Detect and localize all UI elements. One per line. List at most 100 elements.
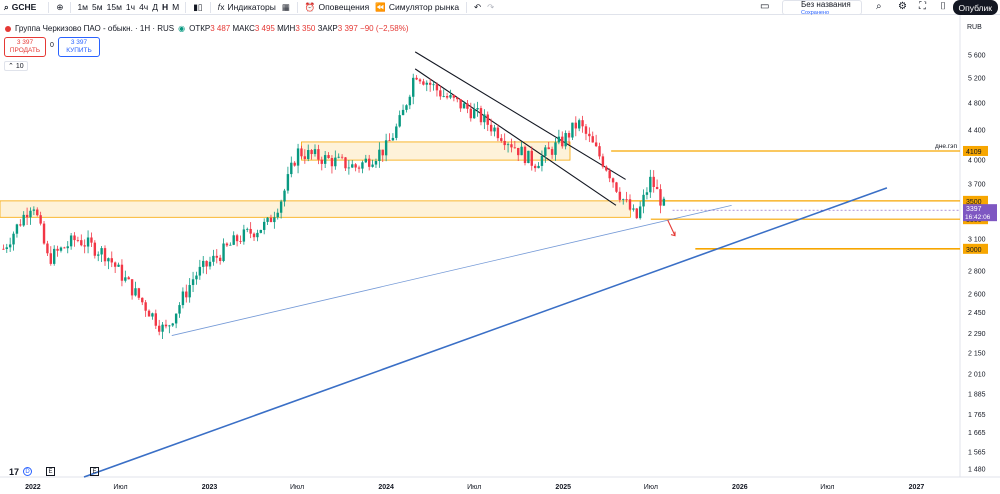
candle-body: [584, 126, 588, 134]
interval-0[interactable]: 1м: [77, 2, 89, 12]
alerts-button[interactable]: ⏰ Оповещения: [304, 1, 370, 13]
arrow-head: [670, 231, 676, 237]
x-tick-label: Июл: [290, 484, 304, 491]
interval-1[interactable]: 5м: [92, 2, 103, 12]
symbol-search[interactable]: ⌕ GCHE: [4, 2, 36, 13]
level-tag-label: 3500: [966, 199, 982, 206]
open-label: ОТКР: [189, 24, 211, 33]
dividends-d-icon[interactable]: D: [23, 467, 32, 476]
candle-body: [445, 96, 449, 98]
templates-grid-icon[interactable]: ▦: [281, 1, 290, 12]
candle-body: [127, 277, 130, 280]
candle-body: [147, 310, 151, 317]
interval-6[interactable]: Н: [162, 2, 169, 12]
candle-body: [428, 82, 432, 85]
candle-body: [493, 127, 496, 132]
interval-5[interactable]: Д: [152, 2, 158, 12]
candle-body: [591, 136, 594, 143]
candle-body: [29, 210, 32, 218]
x-tick-label: 2024: [378, 484, 394, 491]
buy-button[interactable]: 3 397 КУПИТЬ: [58, 37, 100, 57]
candle-body: [39, 215, 42, 224]
volume-toggle[interactable]: ⌃ 10: [4, 61, 28, 71]
fullscreen-icon[interactable]: ⛶: [919, 1, 926, 12]
open-value: 3 487: [210, 24, 231, 33]
layout-icon[interactable]: ▭: [760, 1, 770, 12]
candle-body: [198, 266, 202, 276]
candle-body: [405, 105, 408, 110]
undo-icon[interactable]: ↶: [474, 1, 482, 12]
candle-body: [107, 258, 110, 262]
replay-button[interactable]: ⏪ Симулятор рынка: [375, 1, 460, 13]
candle-body: [398, 115, 401, 127]
interval-7[interactable]: М: [172, 2, 180, 12]
candle-body: [550, 149, 554, 155]
quick-search-icon[interactable]: ⌕: [876, 1, 882, 12]
candle-body: [202, 260, 205, 267]
candle-body: [103, 248, 107, 262]
candle-body: [32, 209, 36, 211]
y-tick-label: 4 800: [968, 101, 986, 108]
earnings-e-icon[interactable]: E: [90, 467, 99, 476]
candle-body: [259, 229, 263, 233]
settings-gear-icon[interactable]: ⚙: [898, 1, 907, 12]
layout-saved-label: Сохранено: [801, 10, 830, 16]
sell-button[interactable]: 3 397 ПРОДАТЬ: [4, 37, 46, 57]
candle-body: [164, 324, 168, 327]
candle-body: [181, 291, 185, 306]
symbol-legend: Группа Черкизово ПАО - обыкн. · 1Н · RUS…: [5, 24, 409, 33]
channel-lower-line[interactable]: [414, 68, 617, 206]
candle-body: [530, 150, 533, 166]
indicators-button[interactable]: 𝑓x Индикаторы: [217, 1, 276, 13]
redo-icon[interactable]: ↷: [487, 1, 495, 12]
down-arrow-annotation[interactable]: [667, 219, 676, 236]
trend-line-thin[interactable]: [171, 204, 732, 336]
candle-body: [130, 279, 134, 296]
y-tick-label: 3 100: [968, 237, 986, 244]
earnings-e-icon[interactable]: E: [46, 467, 55, 476]
candle-body: [56, 248, 59, 251]
camera-icon[interactable]: ⌷: [940, 1, 946, 12]
candle-body: [351, 164, 354, 168]
candle-body: [571, 122, 574, 138]
y-tick-label: 2 600: [968, 291, 986, 298]
candle-body: [652, 176, 655, 187]
low-value: 3 350: [295, 24, 316, 33]
candle-body: [564, 133, 567, 147]
y-tick-label: 3 700: [968, 182, 986, 189]
alarm-clock-icon: ⏰: [304, 1, 316, 12]
compare-plus-icon[interactable]: ⊕: [56, 1, 64, 12]
candle-body: [544, 147, 547, 156]
candle-body: [432, 84, 435, 86]
channel-upper-line[interactable]: [414, 51, 626, 180]
bar-countdown: 16:42:06: [965, 214, 991, 221]
candle-body: [489, 124, 493, 132]
level-tag: [963, 195, 988, 206]
candle-body: [134, 288, 137, 296]
layout-name-button[interactable]: Без названия Сохранено: [782, 0, 862, 16]
x-tick-label: 2023: [202, 484, 218, 491]
candle-body: [52, 248, 56, 264]
level-tag: [963, 145, 988, 156]
candle-body: [408, 96, 412, 106]
candle-body: [120, 264, 124, 281]
candle-body: [449, 95, 452, 98]
interval-4[interactable]: 4ч: [139, 2, 149, 12]
publish-button[interactable]: Опублик: [952, 0, 998, 15]
trend-line-main[interactable]: [83, 187, 888, 478]
last-price-value: 3397: [966, 206, 982, 213]
candle-body: [425, 82, 428, 85]
candle-body: [435, 84, 439, 91]
candle-body: [354, 164, 357, 168]
interval-3[interactable]: 1ч: [125, 2, 136, 12]
chart-type-candles-icon[interactable]: ▮▯: [193, 1, 203, 12]
candle-body: [330, 158, 334, 167]
currency-label: RUB: [967, 24, 982, 31]
candle-body: [642, 194, 645, 207]
support-zone[interactable]: [0, 200, 631, 218]
price-axis[interactable]: [960, 15, 1000, 494]
candle-body: [357, 167, 361, 169]
y-tick-label: 1 665: [968, 430, 986, 437]
interval-2[interactable]: 15м: [106, 2, 122, 12]
